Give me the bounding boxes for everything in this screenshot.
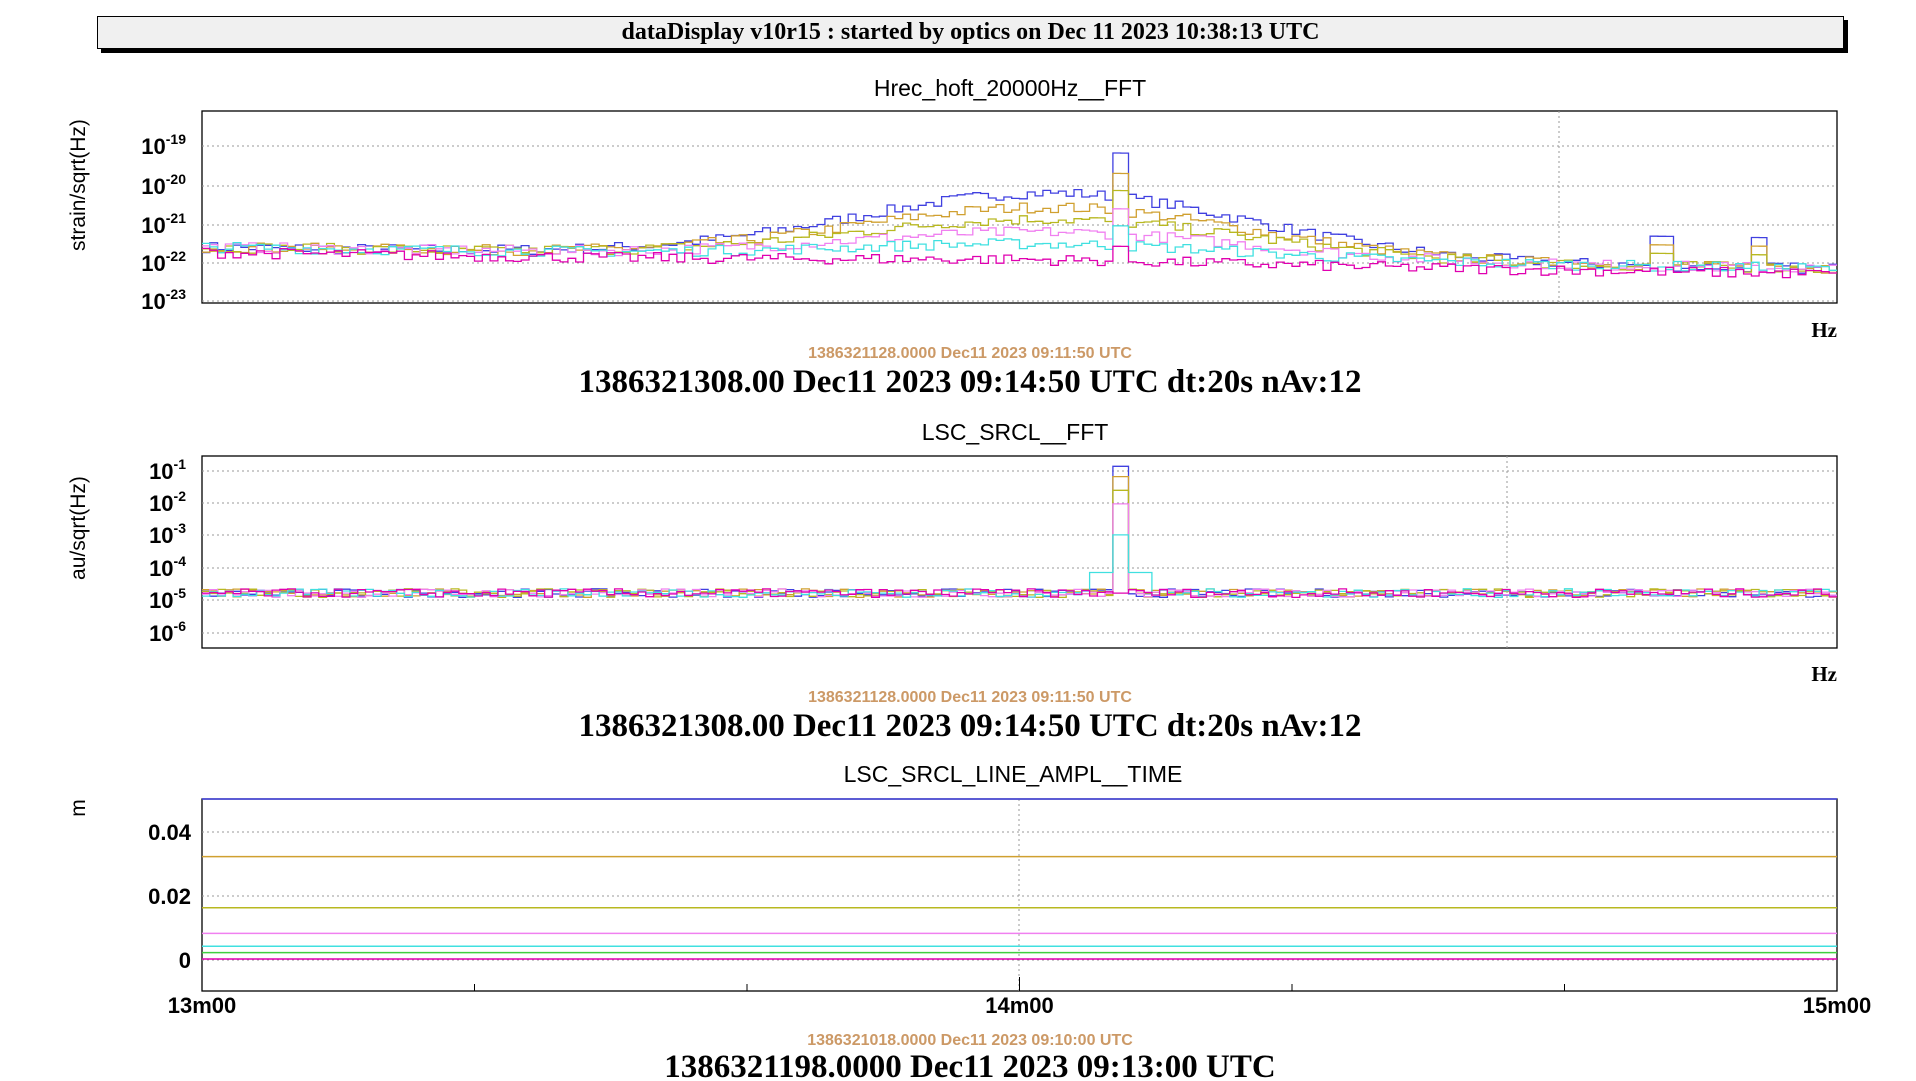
panel1-ylabel: strain/sqrt(Hz) xyxy=(67,119,90,251)
panel3-xticks: 13m00 14m00 15m00 xyxy=(168,977,1872,1018)
spectrum-line xyxy=(202,588,1837,599)
ytick-label: 10-22 xyxy=(141,248,186,276)
panel2-ref-time: 1386321128.0000 Dec11 2023 09:11:50 UTC xyxy=(808,689,1132,706)
panel2-frame xyxy=(201,455,1838,649)
ytick-label: 0 xyxy=(179,948,191,973)
panel1-title: Hrec_hoft_20000Hz__FFT xyxy=(874,75,1146,101)
panel2-title: LSC_SRCL__FFT xyxy=(922,419,1109,445)
panel-srcl-fft: LSC_SRCL__FFT au/sqrt(Hz) 10-1 10-2 10-3 10… xyxy=(67,419,1838,744)
ytick-label: 10-21 xyxy=(141,210,186,238)
spectrum-line xyxy=(202,534,1837,598)
ytick-label: 10-3 xyxy=(149,520,186,548)
ytick-label: 10-23 xyxy=(141,286,186,314)
panel-srcl-time: LSC_SRCL_LINE_AMPL__TIME m 0.04 0.02 0 13m… xyxy=(67,761,1871,1081)
panel3-title: LSC_SRCL_LINE_AMPL__TIME xyxy=(844,761,1183,787)
ytick-label: 0.04 xyxy=(148,820,192,845)
panel2-series xyxy=(202,465,1837,599)
xtick-label: 14m00 xyxy=(985,993,1054,1018)
panel1-stamp: 1386321308.00 Dec11 2023 09:14:50 UTC dt… xyxy=(578,364,1361,400)
spectrum-line xyxy=(202,225,1837,274)
ytick-label: 10-1 xyxy=(149,456,186,484)
xtick-label: 13m00 xyxy=(168,993,237,1018)
ytick-label: 10-5 xyxy=(149,585,186,613)
panel2-grid xyxy=(202,456,1837,648)
panel1-series xyxy=(202,152,1837,279)
xtick-label: 15m00 xyxy=(1803,993,1872,1018)
panel2-xunit: Hz xyxy=(1811,662,1837,686)
panel1-ref-time: 1386321128.0000 Dec11 2023 09:11:50 UTC xyxy=(808,345,1132,362)
ytick-label: 10-19 xyxy=(141,131,186,159)
panel3-stamp: 1386321198.0000 Dec11 2023 09:13:00 UTC xyxy=(664,1049,1275,1081)
panel-hrec: Hrec_hoft_20000Hz__FFT strain/sqrt(Hz) 1… xyxy=(67,75,1838,400)
app-banner: dataDisplay v10r15 : started by optics o… xyxy=(97,16,1844,49)
ytick-label: 10-4 xyxy=(149,553,186,581)
spectrum-line xyxy=(202,189,1837,273)
ytick-label: 0.02 xyxy=(148,884,191,909)
panel1-yticks: 10-19 10-20 10-21 10-22 10-23 xyxy=(141,114,218,314)
ytick-label: 10-2 xyxy=(149,488,186,516)
panel3-ylabel: m xyxy=(67,799,90,817)
panel2-ylabel: au/sqrt(Hz) xyxy=(67,476,90,580)
ytick-label: 10-6 xyxy=(149,618,186,646)
panel3-series xyxy=(202,798,1837,960)
panel1-grid xyxy=(202,111,1837,303)
panel3-ref-time: 1386321018.0000 Dec11 2023 09:10:00 UTC xyxy=(807,1032,1133,1049)
spectrum-line xyxy=(202,245,1837,279)
ytick-label: 10-20 xyxy=(141,171,186,199)
panel1-xunit: Hz xyxy=(1811,318,1837,342)
panel2-stamp: 1386321308.00 Dec11 2023 09:14:50 UTC dt… xyxy=(578,708,1361,744)
